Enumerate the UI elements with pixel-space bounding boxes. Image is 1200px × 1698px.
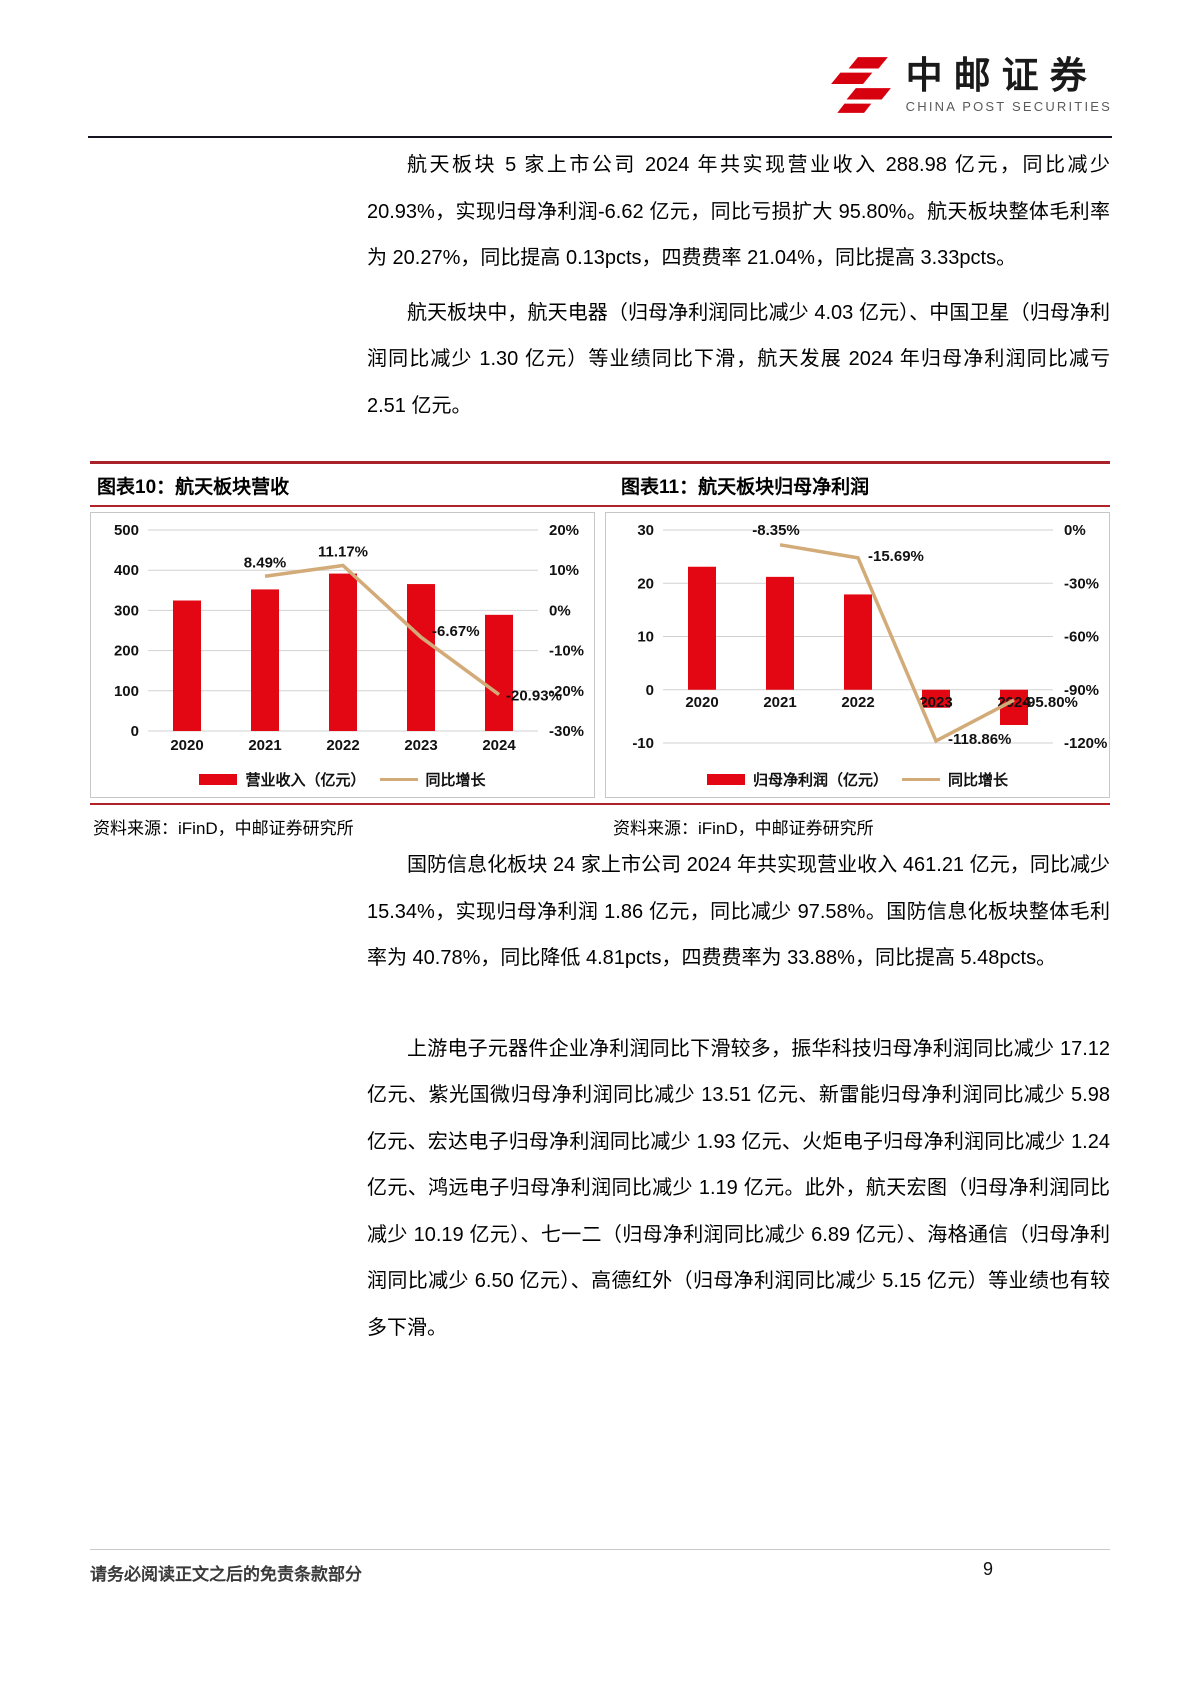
legend-item: 归母净利润（亿元） <box>706 769 888 790</box>
body-paragraph: 航天板块 5 家上市公司 2024 年共实现营业收入 288.98 亿元，同比减… <box>367 154 1110 269</box>
bar-2021 <box>251 589 279 731</box>
bar-2023 <box>407 584 435 731</box>
right-axis-tick: -120% <box>1064 735 1107 752</box>
company-logo-text: 中邮证券 CHINA POST SECURITIES <box>905 55 1112 114</box>
legend-item: 同比增长 <box>379 769 486 790</box>
line-series-swatch-icon <box>902 777 940 781</box>
line-data-label: -118.86% <box>948 731 1011 748</box>
left-axis-tick: 100 <box>114 683 139 700</box>
left-axis-tick: 300 <box>114 602 139 619</box>
legend-label: 归母净利润（亿元） <box>752 771 888 789</box>
figure-bottom-rule <box>90 803 1110 805</box>
right-axis-tick: -90% <box>1064 682 1099 699</box>
page-footer: 请务必阅读正文之后的免责条款部分 9 <box>90 1558 1110 1588</box>
figure-sources-row: 资料来源：iFinD，中邮证券研究所 资料来源：iFinD，中邮证券研究所 <box>90 805 1110 849</box>
line-data-label: -8.35% <box>752 522 800 539</box>
bar-2024 <box>485 614 513 731</box>
bar-2024 <box>1000 689 1028 726</box>
bar-2020 <box>688 566 716 690</box>
page-number: 9 <box>983 1559 994 1579</box>
header-divider <box>88 136 1112 138</box>
report-body-top: 航天板块 5 家上市公司 2024 年共实现营业收入 288.98 亿元，同比减… <box>367 142 1110 437</box>
bar-2020 <box>173 600 201 731</box>
right-axis-tick: 0% <box>1064 522 1086 539</box>
left-axis-tick: 0 <box>646 682 654 699</box>
x-axis-label: 2021 <box>248 737 281 754</box>
figure-title-rule <box>90 505 1110 507</box>
line-data-label: -15.69% <box>868 548 924 565</box>
legend-label: 同比增长 <box>948 771 1009 789</box>
x-axis-label: 2023 <box>919 694 952 711</box>
legend-label: 营业收入（亿元） <box>245 771 366 789</box>
figures-block: 图表10：航天板块营收 图表11：航天板块归母净利润 500 400 300 200 1… <box>90 461 1110 849</box>
figure-10-source: 资料来源：iFinD，中邮证券研究所 <box>93 819 354 838</box>
figure-titles-row: 图表10：航天板块营收 图表11：航天板块归母净利润 <box>90 464 1110 505</box>
right-axis-tick: 10% <box>549 562 579 579</box>
page-header: 中邮证券 CHINA POST SECURITIES <box>88 52 1112 136</box>
right-axis-tick: 20% <box>549 522 579 539</box>
profit-chart-panel: 30 20 10 0 -10 0% -30% -60% -90% -120% 2020 2021 202… <box>605 512 1110 798</box>
body-paragraph: 航天板块中，航天电器（归母净利润同比减少 4.03 亿元）、中国卫星（归母净利润… <box>367 301 1110 417</box>
figure-11-title: 图表11：航天板块归母净利润 <box>621 477 870 498</box>
right-axis-tick: -30% <box>549 723 584 740</box>
company-logo: 中邮证券 CHINA POST SECURITIES <box>828 54 1112 116</box>
line-series-swatch-icon <box>379 777 418 781</box>
left-axis-tick: 10 <box>637 629 654 646</box>
x-axis-label: 2020 <box>685 694 718 711</box>
left-axis-tick: 20 <box>637 575 654 592</box>
legend-label: 同比增长 <box>425 771 486 789</box>
bar-2022 <box>844 594 872 690</box>
company-name-en: CHINA POST SECURITIES <box>905 98 1112 114</box>
revenue-chart-panel: 500 400 300 200 100 0 20% 10% 0% -10% -20% -30% 2020… <box>90 512 595 798</box>
figure-panels-row: 500 400 300 200 100 0 20% 10% 0% -10% -20% -30% 2020… <box>90 512 1110 798</box>
chart-legend: 归母净利润（亿元） 同比增长 <box>606 763 1109 795</box>
line-data-label: 11.17% <box>318 543 368 560</box>
line-data-label: -95.80% <box>1022 694 1078 711</box>
right-axis-tick: -30% <box>1064 575 1099 592</box>
profit-chart: 30 20 10 0 -10 0% -30% -60% -90% -120% 2020 2021 202… <box>632 522 1107 752</box>
x-axis-label: 2023 <box>404 737 437 754</box>
growth-line <box>264 563 501 696</box>
china-post-emblem-icon <box>830 57 891 113</box>
right-axis-tick: 0% <box>549 602 571 619</box>
x-axis-label: 2024 <box>482 737 516 754</box>
left-axis-tick: 30 <box>637 522 654 539</box>
figure-11-source: 资料来源：iFinD，中邮证券研究所 <box>613 819 874 838</box>
bar-series-swatch-icon <box>706 773 745 785</box>
right-axis-tick: -60% <box>1064 629 1099 646</box>
figure-10-title: 图表10：航天板块营收 <box>97 477 290 498</box>
legend-item: 营业收入（亿元） <box>199 769 366 790</box>
x-axis-label: 2024 <box>997 694 1031 711</box>
x-axis-label: 2022 <box>326 737 359 754</box>
legend-item: 同比增长 <box>902 769 1008 790</box>
left-axis-tick: 500 <box>114 522 139 539</box>
company-name-cn: 中邮证券 <box>905 55 1098 97</box>
bar-2022 <box>329 573 357 731</box>
line-data-label: -6.67% <box>432 623 480 640</box>
line-data-label: 8.49% <box>244 554 287 571</box>
left-axis-tick: 0 <box>131 723 139 740</box>
footer-divider <box>90 1549 1110 1550</box>
left-axis-tick: 200 <box>114 643 139 660</box>
body-paragraph: 上游电子元器件企业净利润同比下滑较多，振华科技归母净利润同比减少 17.12 亿… <box>367 1037 1110 1339</box>
chart-legend: 营业收入（亿元） 同比增长 <box>91 763 594 795</box>
left-axis-tick: 400 <box>114 562 139 579</box>
body-paragraph: 国防信息化板块 24 家上市公司 2024 年共实现营业收入 461.21 亿元… <box>367 854 1110 969</box>
bar-2021 <box>766 576 794 690</box>
growth-line <box>779 543 1015 744</box>
footer-disclaimer: 请务必阅读正文之后的免责条款部分 <box>90 1565 362 1584</box>
x-axis-label: 2022 <box>841 694 874 711</box>
bar-2023 <box>922 689 950 708</box>
figure-top-rule <box>90 461 1110 464</box>
x-axis-label: 2020 <box>170 737 203 754</box>
x-axis-label: 2021 <box>763 694 796 711</box>
bar-series-swatch-icon <box>199 773 238 785</box>
left-axis-tick: -10 <box>632 735 654 752</box>
revenue-chart: 500 400 300 200 100 0 20% 10% 0% -10% -20% -30% 2020… <box>114 522 584 754</box>
right-axis-tick: -10% <box>549 643 584 660</box>
line-data-label: -20.93% <box>506 688 562 705</box>
right-axis-tick: -20% <box>549 683 584 700</box>
report-body-bottom: 国防信息化板块 24 家上市公司 2024 年共实现营业收入 461.21 亿元… <box>367 842 1110 1359</box>
